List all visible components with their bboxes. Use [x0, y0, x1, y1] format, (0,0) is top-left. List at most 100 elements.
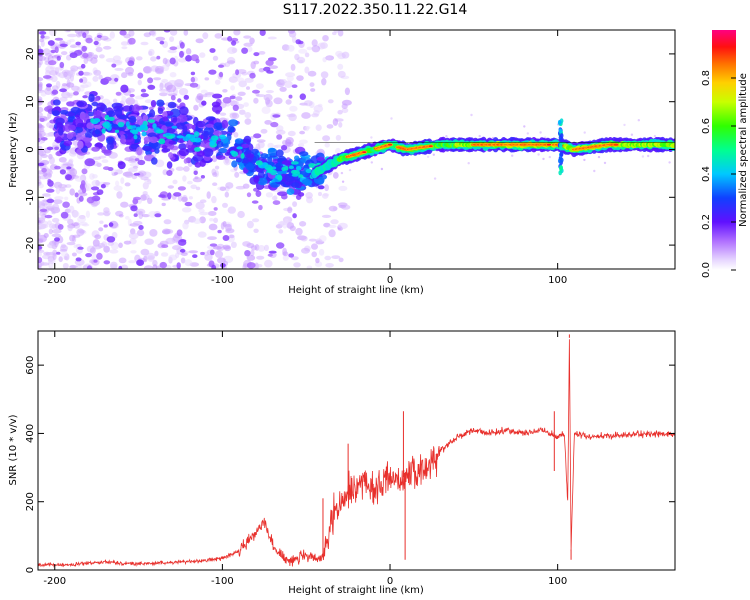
spectrogram-noise-blob — [330, 219, 339, 225]
spectrogram-noise-blob — [103, 224, 108, 228]
spectrogram-noise-blob — [39, 31, 47, 35]
spectrogram-ridge-blob — [228, 119, 239, 127]
snr-y-tick-label: 600 — [25, 356, 36, 375]
spectrogram-noise-blob — [159, 92, 168, 97]
spectrogram-noise-blob — [653, 134, 657, 138]
spectrogram-noise-blob — [304, 66, 310, 74]
spectrogram-noise-blob — [193, 104, 199, 111]
spectrogram-noise-blob — [250, 61, 256, 70]
spectrogram-noise-blob — [232, 72, 242, 79]
spectrogram-noise-blob — [107, 241, 115, 246]
spectrogram-noise-blob — [51, 233, 61, 238]
spectrogram-noise-blob — [233, 132, 239, 138]
spectrogram-noise-blob — [161, 78, 169, 83]
spectrogram-ridge-blob — [253, 175, 260, 183]
spectrogram-noise-blob — [218, 71, 224, 78]
spectrogram-noise-blob — [74, 192, 79, 198]
spectrogram-noise-blob — [43, 75, 52, 79]
spectrogram-ridge-blob — [76, 100, 87, 108]
spectrogram-ridge-blob — [106, 110, 116, 118]
spectrogram-ridge-blob — [245, 163, 255, 171]
spectrogram-noise-blob — [332, 172, 339, 179]
spectrogram-noise-blob — [603, 161, 607, 165]
spectrogram-noise-blob — [105, 58, 116, 63]
spectrogram-ridge-blob — [58, 126, 64, 136]
spectrogram-noise-blob — [133, 213, 138, 218]
spectrogram-ridge-blob — [183, 94, 189, 100]
spectrogram-noise-blob — [80, 180, 86, 187]
spectrogram-noise-blob — [128, 232, 139, 240]
spectrogram-noise-blob — [65, 174, 72, 181]
spectrogram-noise-blob — [321, 193, 329, 199]
spectrogram-noise-blob — [227, 36, 233, 42]
spectrogram-noise-blob — [38, 61, 42, 69]
spectrogram-noise-blob — [172, 179, 178, 185]
spectrogram-noise-blob — [174, 79, 184, 88]
spectrogram-ridge-blob — [219, 134, 227, 140]
spectrogram-noise-blob — [348, 168, 352, 172]
spectrogram-noise-blob — [179, 42, 185, 49]
spectrogram-noise-blob — [54, 196, 64, 201]
spectrogram-noise-blob — [38, 83, 43, 92]
spectrogram-noise-blob — [188, 196, 193, 200]
spectrogram-ridge-blob — [52, 99, 61, 106]
spectrogram-noise-blob — [218, 64, 224, 68]
spectrogram-noise-blob — [128, 30, 135, 37]
spectrogram-noise-blob — [134, 158, 140, 162]
spectrogram-noise-blob — [298, 48, 308, 54]
spectrogram-ridge-blob — [157, 107, 164, 115]
spectrogram-noise-blob — [181, 207, 192, 213]
spectrogram-noise-blob — [59, 96, 68, 102]
snr-panel: -200 -100 0 100 0 200 400 600 Height of straig… — [8, 330, 676, 596]
spectrogram-noise-blob — [324, 255, 332, 261]
spectrogram-noise-blob — [96, 189, 104, 196]
colorbar-tick-label: 0.0 — [701, 262, 712, 278]
spectrogram-ridge-blob — [91, 146, 100, 152]
spectrogram-noise-blob — [196, 93, 204, 101]
spectrogram-noise-blob — [249, 72, 256, 79]
spectrogram-noise-blob — [208, 69, 217, 75]
spectrogram-noise-blob — [179, 50, 184, 58]
spectrogram-ridge-blob — [150, 141, 162, 150]
spectrogram-noise-blob — [229, 234, 235, 239]
spectrogram-noise-blob — [244, 250, 251, 257]
spectrogram-noise-blob — [58, 157, 67, 163]
spectrogram-noise-blob — [38, 183, 44, 189]
spectrogram-noise-blob — [68, 94, 73, 99]
spectrogram-noise-blob — [175, 166, 184, 171]
spectrogram-noise-blob — [241, 47, 249, 54]
spectrogram-noise-blob — [226, 60, 236, 64]
spectrogram-noise-blob — [63, 256, 68, 260]
spectrogram-noise-blob — [222, 202, 228, 208]
spectrogram-noise-blob — [161, 202, 166, 207]
spectrogram-noise-blob — [337, 63, 344, 70]
snr-y-tick-label: 400 — [25, 424, 36, 443]
spectrogram-noise-blob — [99, 54, 105, 59]
spectrogram-noise-blob — [57, 184, 67, 189]
spectrogram-noise-blob — [163, 30, 171, 33]
spectrogram-ridge-blob — [235, 157, 243, 163]
spectrogram-noise-blob — [268, 65, 279, 69]
spectrogram-noise-blob — [211, 195, 217, 204]
spectrogram-noise-blob — [200, 89, 208, 94]
spectrogram-ridge-blob — [75, 133, 86, 140]
spectrogram-noise-blob — [47, 179, 52, 184]
spectrogram-noise-blob — [82, 71, 91, 76]
spectrogram-noise-blob — [258, 51, 266, 55]
spectrogram-noise-blob — [467, 162, 470, 165]
spectrogram-noise-blob — [127, 167, 138, 173]
spectrogram-noise-blob — [229, 95, 236, 100]
spectrogram-noise-blob — [140, 88, 147, 93]
spectrogram-noise-blob — [159, 40, 165, 45]
spectrogram-ridge-blob — [298, 192, 305, 197]
spectrogram-noise-blob — [50, 75, 58, 83]
spectrogram-noise-blob — [47, 207, 55, 212]
spectrogram-noise-blob — [71, 252, 77, 257]
spectrogram-noise-blob — [209, 48, 216, 53]
spectrogram-noise-blob — [137, 79, 142, 86]
spectrogram-noise-blob — [60, 244, 68, 252]
spectrogram-noise-blob — [337, 30, 344, 37]
spectrogram-noise-blob — [478, 134, 481, 138]
spectrogram-ridge-blob — [176, 135, 184, 139]
spectrogram-noise-blob — [252, 89, 260, 94]
